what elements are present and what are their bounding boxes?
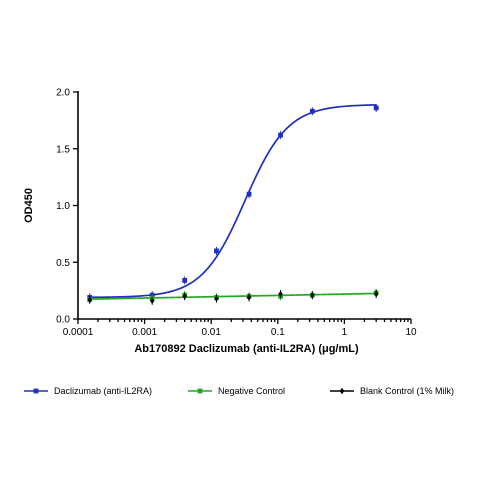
x-tick-label: 0.0001 bbox=[63, 327, 94, 338]
legend-label-2: Blank Control (1% Milk) bbox=[360, 386, 454, 396]
data-point-2 bbox=[149, 297, 155, 305]
x-axis-title: Ab170892 Daclizumab (anti-IL2RA) (μg/mL) bbox=[134, 343, 359, 355]
data-point-2 bbox=[310, 291, 315, 299]
x-tick-label: 0.01 bbox=[201, 327, 221, 338]
legend-marker-0 bbox=[33, 388, 39, 394]
data-point-2 bbox=[87, 296, 92, 303]
fit-curve-0 bbox=[89, 104, 377, 299]
x-tick-label: 10 bbox=[405, 327, 417, 338]
y-axis-ticks: 0.0 0.5 1.0 1.5 2.0 bbox=[56, 88, 78, 326]
data-point-0 bbox=[182, 278, 188, 283]
legend: Daclizumab (anti-IL2RA) Negative Control B… bbox=[24, 386, 454, 396]
data-point-0 bbox=[278, 132, 283, 138]
legend-label-1: Negative Control bbox=[218, 386, 285, 396]
fit-curves bbox=[89, 104, 377, 300]
axes bbox=[77, 91, 411, 320]
x-tick-label: 0.001 bbox=[132, 327, 157, 338]
data-point-2 bbox=[373, 290, 379, 298]
y-tick-label: 2.0 bbox=[56, 88, 70, 99]
data-point-2 bbox=[182, 293, 187, 300]
fit-curve-1 bbox=[89, 292, 377, 300]
data-point-0 bbox=[246, 191, 252, 197]
data-points bbox=[87, 103, 379, 305]
y-axis-title: OD450 bbox=[23, 188, 35, 223]
y-tick-label: 1.5 bbox=[56, 144, 70, 155]
data-point-0 bbox=[373, 105, 379, 111]
y-tick-label: 0.0 bbox=[56, 315, 70, 326]
data-point-2 bbox=[278, 290, 283, 298]
legend-marker-1 bbox=[197, 388, 203, 394]
legend-marker-2 bbox=[339, 387, 345, 395]
x-tick-label: 1 bbox=[342, 327, 348, 338]
y-tick-label: 1.0 bbox=[56, 201, 70, 212]
data-point-0 bbox=[214, 248, 219, 254]
data-point-0 bbox=[309, 108, 315, 114]
legend-label-0: Daclizumab (anti-IL2RA) bbox=[54, 386, 152, 396]
data-point-2 bbox=[246, 294, 252, 301]
x-tick-label: 0.1 bbox=[271, 327, 285, 338]
y-tick-label: 0.5 bbox=[56, 258, 70, 269]
x-axis-ticks: 0.0001 0.001 0.01 0.1 1 10 bbox=[63, 319, 417, 338]
data-point-2 bbox=[214, 295, 219, 302]
